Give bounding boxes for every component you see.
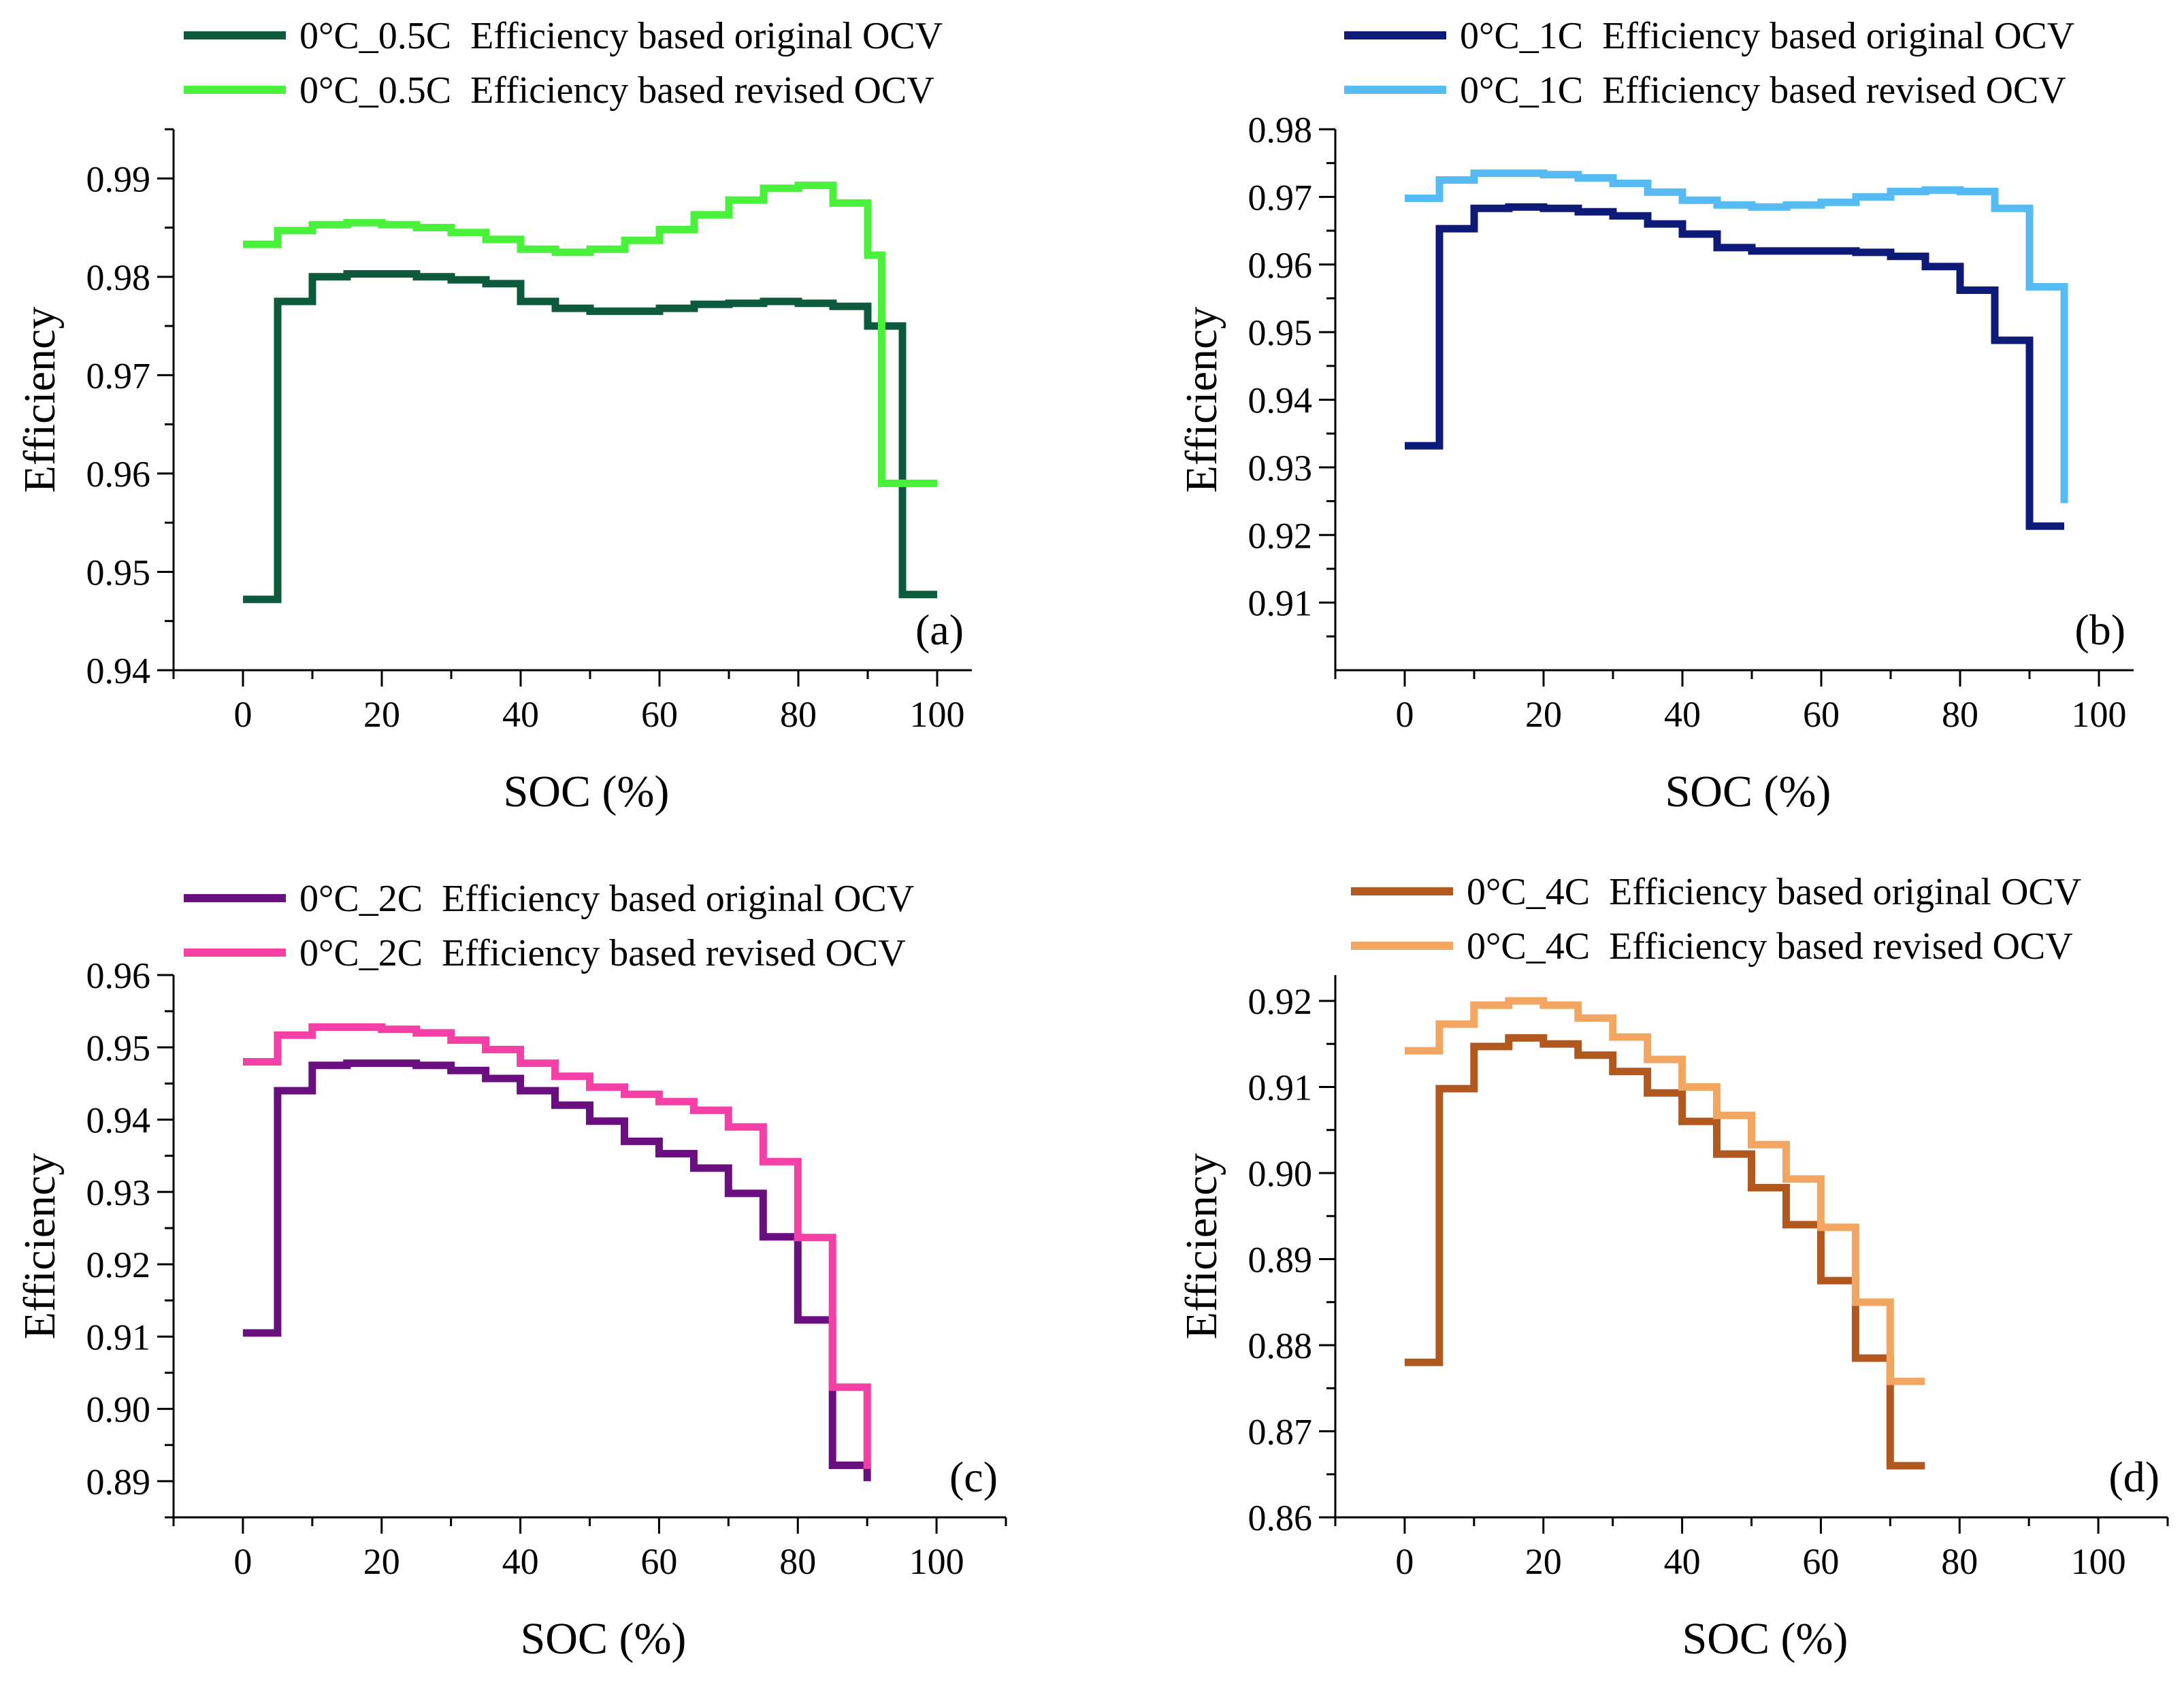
legend-label: 0°C_0.5C Efficiency based original OCV (299, 15, 943, 57)
y-tick-label: 0.94 (1248, 380, 1313, 421)
x-tick-label: 60 (1803, 694, 1840, 735)
y-tick-label: 0.93 (1248, 448, 1313, 489)
x-tick-label: 100 (2072, 694, 2127, 735)
y-tick-label: 0.98 (86, 257, 151, 298)
chart-panel-1: 0.94 0.95 0.96 0.97 0.98 0.99 0 20 40 60 80 100 SOC … (15, 15, 972, 817)
series-line-revised (1404, 997, 1925, 1385)
series-line-revised (243, 181, 937, 487)
chart-panel-4: 0.86 0.87 0.88 0.89 0.90 0.91 0.92 0 20 40 60 80 100… (1177, 871, 2169, 1664)
chart-panel-3: 0.89 0.90 0.91 0.92 0.93 0.94 0.95 0.96 0 20 40 60 8… (15, 878, 1007, 1664)
y-axis-title: Efficiency (1177, 1153, 1226, 1340)
y-tick-label: 0.94 (86, 650, 151, 691)
x-tick-label: 20 (1525, 694, 1562, 735)
legend-label: 0°C_0.5C Efficiency based revised OCV (299, 69, 934, 112)
x-tick-label: 100 (910, 694, 965, 735)
x-tick-label: 20 (1525, 1541, 1562, 1582)
series-line-revised (1405, 169, 2068, 504)
chart-panel-2: 0.91 0.92 0.93 0.94 0.95 0.96 0.97 0.98 0 20 40 60 8… (1177, 15, 2134, 817)
x-tick-label: 60 (1802, 1541, 1839, 1582)
series-line-revised (242, 1023, 871, 1469)
x-tick-label: 60 (640, 1541, 677, 1582)
y-tick-label: 0.93 (86, 1172, 151, 1213)
y-tick-label: 0.87 (1248, 1411, 1313, 1452)
series-line-original (243, 270, 937, 604)
panel-label: (a) (915, 606, 964, 654)
x-tick-label: 40 (1664, 694, 1701, 735)
y-tick-label: 0.95 (86, 552, 151, 593)
x-axis-title: SOC (%) (504, 767, 670, 817)
x-tick-label: 80 (780, 694, 817, 735)
x-tick-label: 0 (1396, 694, 1414, 735)
legend-label: 0°C_1C Efficiency based revised OCV (1460, 69, 2066, 112)
y-tick-label: 0.90 (1248, 1153, 1313, 1194)
y-tick-label: 0.94 (86, 1100, 151, 1141)
legend-label: 0°C_2C Efficiency based original OCV (299, 878, 914, 920)
y-tick-label: 0.96 (86, 454, 151, 495)
y-tick-label: 0.97 (86, 355, 151, 396)
y-tick-label: 0.89 (1248, 1239, 1313, 1280)
y-tick-label: 0.97 (1248, 177, 1313, 218)
y-tick-label: 0.91 (86, 1317, 151, 1357)
y-tick-label: 0.88 (1248, 1325, 1313, 1366)
y-tick-label: 0.95 (1248, 312, 1313, 353)
y-tick-label: 0.91 (1248, 1067, 1313, 1108)
y-tick-label: 0.92 (1248, 515, 1313, 556)
x-tick-label: 100 (909, 1541, 964, 1582)
series-line-original (242, 1059, 871, 1481)
x-tick-label: 80 (779, 1541, 816, 1582)
y-tick-label: 0.89 (86, 1462, 151, 1502)
x-tick-label: 0 (1395, 1541, 1414, 1582)
x-axis-title: SOC (%) (521, 1614, 687, 1664)
legend-label: 0°C_1C Efficiency based original OCV (1460, 15, 2074, 57)
x-tick-label: 40 (502, 1541, 539, 1582)
y-tick-label: 0.91 (1248, 583, 1313, 624)
y-tick-label: 0.86 (1248, 1498, 1313, 1538)
y-axis-title: Efficiency (15, 1153, 65, 1340)
panel-label: (b) (2074, 606, 2125, 654)
x-tick-label: 40 (502, 694, 539, 735)
legend-label: 0°C_4C Efficiency based revised OCV (1467, 925, 2073, 968)
x-tick-label: 80 (1942, 694, 1978, 735)
x-tick-label: 20 (363, 1541, 400, 1582)
y-tick-label: 0.98 (1248, 110, 1313, 150)
y-tick-label: 0.95 (86, 1027, 151, 1068)
y-tick-label: 0.92 (86, 1244, 151, 1285)
y-tick-label: 0.99 (86, 159, 151, 199)
series-line-original (1405, 203, 2064, 530)
panel-label: (d) (2108, 1453, 2159, 1501)
y-tick-label: 0.90 (86, 1389, 151, 1430)
y-axis-title: Efficiency (1177, 307, 1226, 493)
y-tick-label: 0.96 (1248, 245, 1313, 286)
x-tick-label: 80 (1941, 1541, 1978, 1582)
x-tick-label: 60 (641, 694, 678, 735)
x-tick-label: 0 (234, 694, 252, 735)
x-axis-title: SOC (%) (1665, 767, 1831, 817)
y-tick-label: 0.92 (1248, 981, 1313, 1022)
panel-label: (c) (949, 1453, 998, 1501)
legend-label: 0°C_2C Efficiency based revised OCV (299, 932, 906, 974)
legend-label: 0°C_4C Efficiency based original OCV (1467, 871, 2081, 913)
y-tick-label: 0.96 (86, 955, 151, 996)
series-line-original (1404, 1034, 1925, 1470)
x-tick-label: 20 (363, 694, 400, 735)
x-tick-label: 100 (2071, 1541, 2126, 1582)
y-axis-title: Efficiency (15, 307, 65, 493)
x-axis-title: SOC (%) (1682, 1614, 1848, 1664)
x-tick-label: 0 (233, 1541, 252, 1582)
x-tick-label: 40 (1664, 1541, 1701, 1582)
